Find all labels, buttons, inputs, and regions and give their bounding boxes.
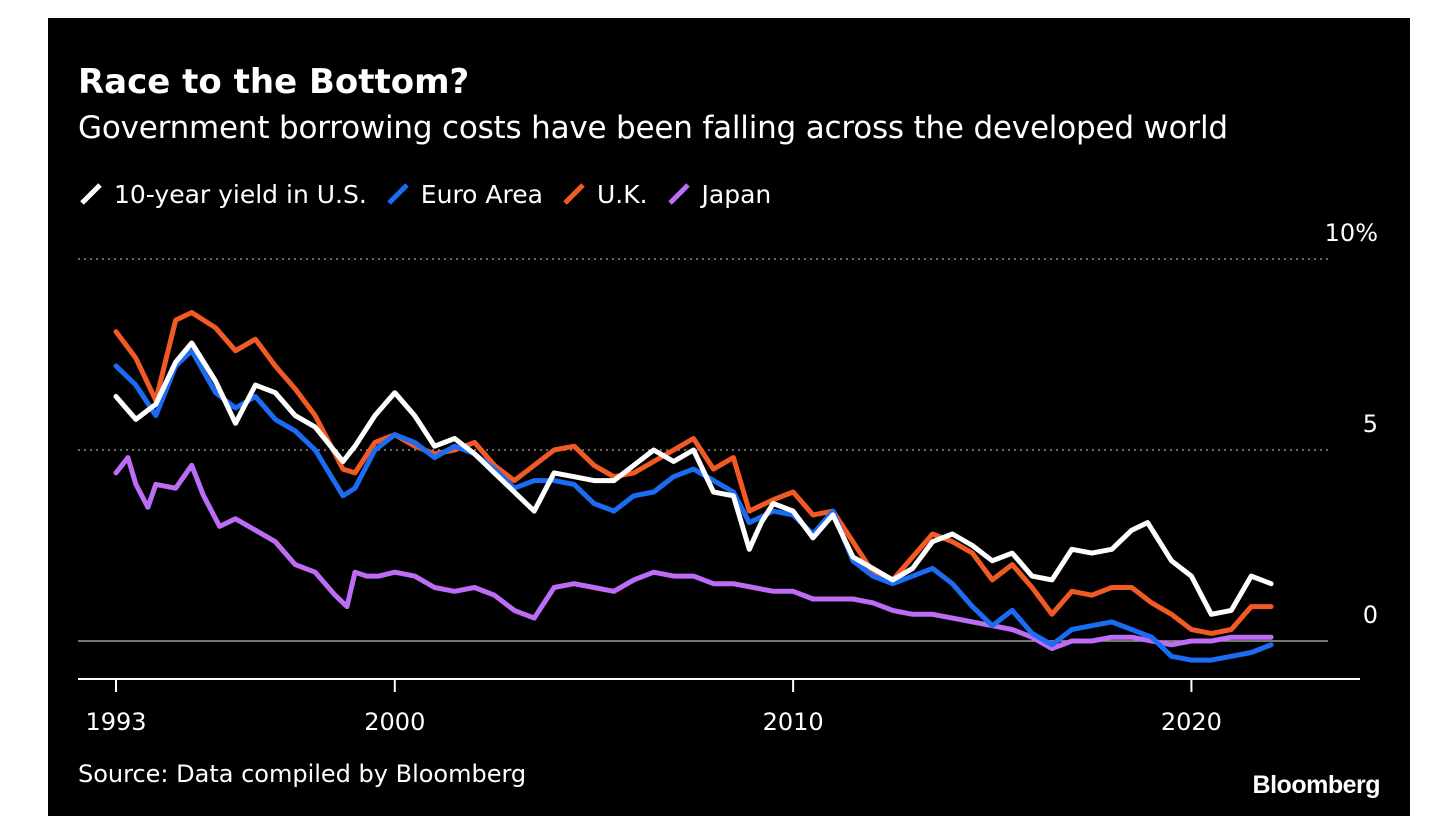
chart-title: Race to the Bottom? xyxy=(78,62,470,102)
x-tick-label: 1993 xyxy=(85,708,146,736)
legend-swatch-line xyxy=(80,183,102,205)
chart-subtitle: Government borrowing costs have been fal… xyxy=(78,110,1228,146)
series-line-us xyxy=(113,340,1274,617)
legend-label-us: 10-year yield in U.S. xyxy=(114,179,367,209)
series-line-euro-area xyxy=(113,348,1274,663)
legend-swatch-line xyxy=(387,183,409,205)
legend-label-japan: Japan xyxy=(701,179,772,209)
legend-item-uk: U.K. xyxy=(561,180,648,209)
x-tick-label: 2010 xyxy=(763,708,824,736)
legend-swatch-japan xyxy=(667,183,690,205)
y-tick-label: 0 xyxy=(1363,601,1378,629)
legend-swatch-line xyxy=(667,183,690,205)
y-tick-label: 5 xyxy=(1363,410,1378,438)
x-tick-label: 2020 xyxy=(1161,708,1222,736)
legend-swatch-line xyxy=(563,183,585,205)
tick-labels: 10% 5 0 1993 2000 2010 2020 xyxy=(85,219,1378,736)
legend-swatch-uk xyxy=(563,183,585,205)
y-tick-label: 10% xyxy=(1325,219,1378,247)
series-line-uk xyxy=(113,310,1274,636)
chart-legend: 10-year yield in U.S. Euro Area U.K. Jap… xyxy=(78,176,789,212)
series-layer xyxy=(113,310,1274,663)
legend-item-japan: Japan xyxy=(666,179,772,209)
x-axis xyxy=(78,678,1360,692)
legend-swatch-us xyxy=(80,183,102,205)
legend-item-us: 10-year yield in U.S. xyxy=(78,180,367,209)
legend-label-uk: U.K. xyxy=(596,179,648,209)
series-line-japan xyxy=(113,455,1274,652)
x-tick-label: 2000 xyxy=(364,708,425,736)
legend-swatch-euro-area xyxy=(387,183,409,205)
chart-card: Race to the Bottom? Government borrowing… xyxy=(48,18,1410,816)
source-note: Source: Data compiled by Bloomberg xyxy=(78,760,527,788)
legend-item-euro-area: Euro Area xyxy=(385,180,543,209)
line-chart: 10% 5 0 1993 2000 2010 2020 xyxy=(78,219,1378,736)
legend-label-euro-area: Euro Area xyxy=(420,179,543,209)
bloomberg-logo: Bloomberg xyxy=(1252,771,1381,799)
